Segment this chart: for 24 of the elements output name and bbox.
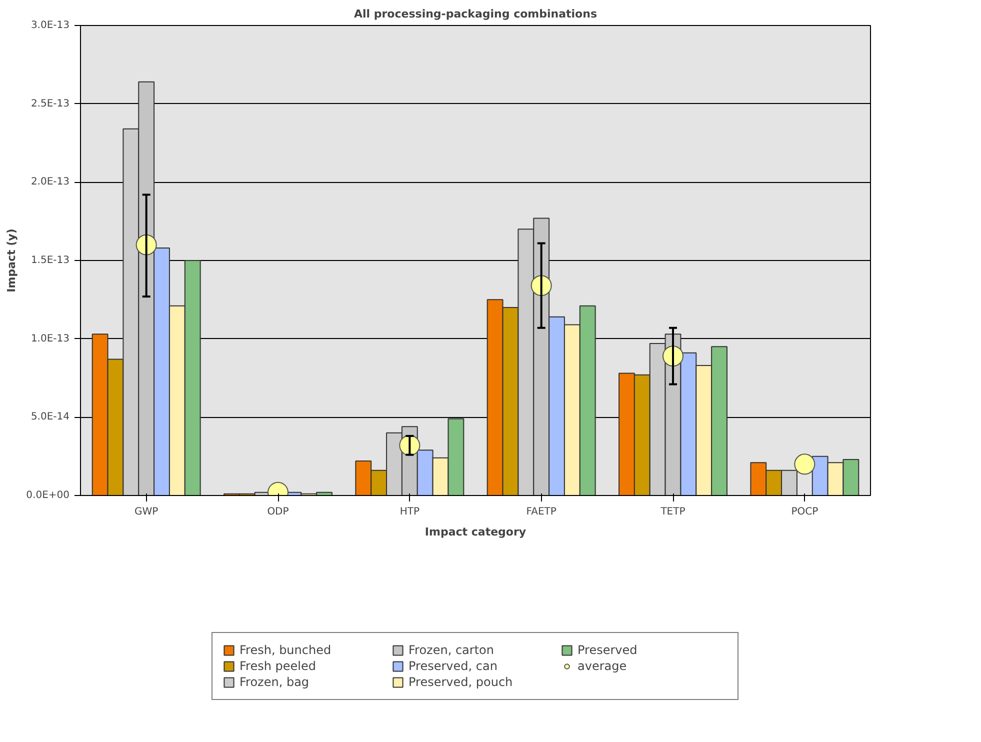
legend-label: Frozen, bag [240, 674, 310, 689]
legend-label: Fresh peeled [240, 658, 317, 673]
y-tick-label: 1.5E-13 [30, 255, 70, 266]
legend-label: Fresh, bunched [240, 642, 332, 657]
x-tick-label: HTP [400, 506, 420, 518]
x-tick-label: FAETP [526, 506, 556, 518]
y-axis-title: Impact (y) [5, 228, 18, 292]
x-tick-label: GWP [134, 506, 158, 518]
y-tick-label: 2.0E-13 [30, 176, 70, 188]
x-tick-label: ODP [267, 506, 289, 518]
chart-title: All processing-packaging combinations [354, 8, 598, 20]
legend-label: Preserved, can [408, 658, 498, 673]
legend-label: Preserved, pouch [408, 674, 514, 689]
y-tick-label: 5.0E-14 [30, 412, 70, 423]
legend-label: average [578, 658, 628, 673]
x-tick-label: TETP [660, 506, 686, 518]
x-tick-label: POCP [791, 506, 818, 518]
y-tick-label: 3.0E-13 [30, 20, 70, 31]
legend-label: Frozen, carton [408, 642, 495, 657]
y-tick-label: 2.5E-13 [30, 98, 70, 110]
x-axis-title: Impact category [424, 526, 526, 538]
legend-label: Preserved [578, 642, 638, 657]
y-tick-label: 0.0E+00 [26, 490, 70, 501]
y-tick-label: 1.0E-13 [30, 333, 70, 344]
